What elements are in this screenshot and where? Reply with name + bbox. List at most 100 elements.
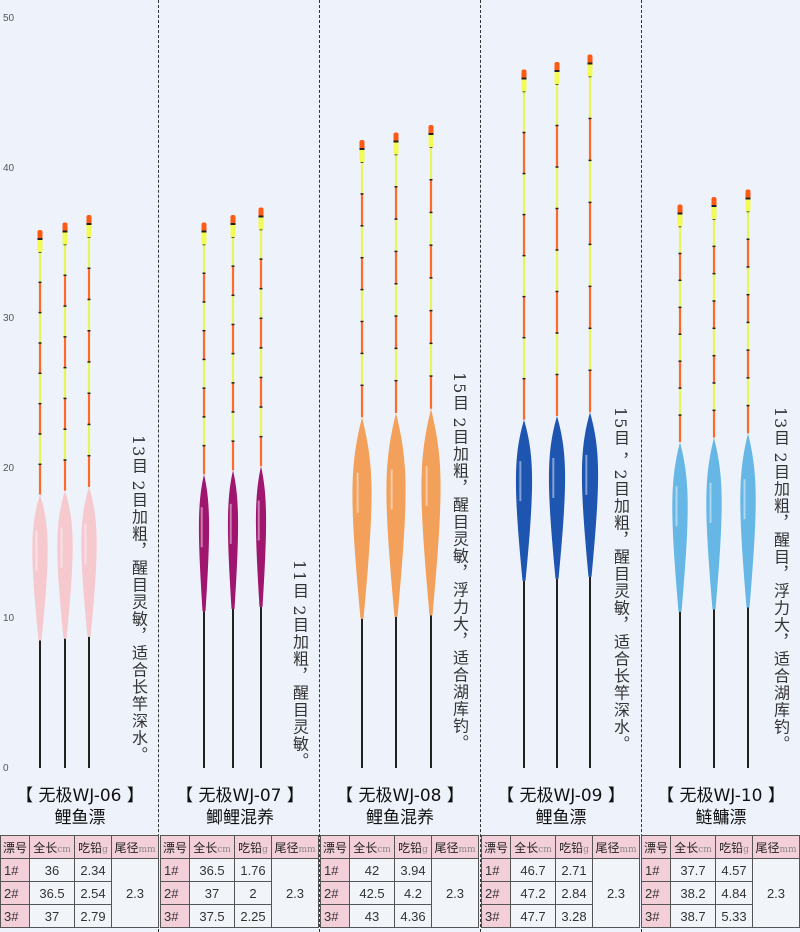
cell-length: 42: [349, 858, 395, 882]
cell-lead: 2: [234, 881, 272, 905]
product-type: 鲤鱼漂: [535, 808, 587, 828]
cell-lead: 4.2: [394, 881, 432, 905]
header-length-unit: cm: [217, 844, 231, 855]
float-body: [352, 417, 372, 619]
float-tip-orange: [359, 140, 365, 150]
header-no: 漂号: [481, 835, 511, 859]
cell-lead: 3.94: [394, 858, 432, 882]
header-tail-label: 尾径: [114, 840, 139, 855]
ruler-label: 0: [3, 763, 9, 774]
header-tail-unit: mm: [779, 844, 797, 855]
header-lead-unit: g: [262, 844, 268, 855]
float-tip-orange: [521, 69, 527, 80]
header-lead-label: 吃铅: [559, 840, 584, 855]
cell-lead: 2.79: [74, 904, 112, 928]
float-body: [581, 412, 599, 577]
spec-table: 漂号 全长cm 吃铅g 尾径mm 1# 36.5 1.76 2.3 2# 37 2 3# 37.5 2.2…: [160, 835, 319, 928]
spec-header-row: 漂号 全长cm 吃铅g 尾径mm: [641, 835, 800, 859]
header-length-label: 全长: [674, 840, 699, 855]
cell-length: 37.5: [189, 904, 235, 928]
header-no: 漂号: [641, 835, 671, 859]
float-tip-orange: [393, 132, 399, 143]
float-tip-orange: [677, 204, 683, 215]
product-description: 13目 2目加粗，醒目灵敏，适合长竿深水。: [129, 435, 148, 764]
float-tip-yellow: [86, 224, 92, 237]
cell-tail: 2.3: [271, 858, 319, 928]
header-lead-label: 吃铅: [78, 840, 103, 855]
float-body: [386, 413, 406, 617]
cell-no: 2#: [481, 881, 511, 905]
header-tail: 尾径mm: [111, 835, 159, 859]
cell-no: 1#: [481, 858, 511, 882]
float-tip-mark: [745, 197, 751, 200]
header-length-unit: cm: [57, 844, 71, 855]
float-tip-yellow: [521, 78, 527, 92]
table-row: 3# 43 4.36: [320, 904, 479, 928]
header-tail: 尾径mm: [752, 835, 800, 859]
table-row: 2# 42.5 4.2: [320, 881, 479, 905]
cell-length: 37.7: [670, 858, 716, 882]
cell-lead: 2.34: [74, 858, 112, 882]
product-title: 【 无极WJ-09 】 鲤鱼漂: [481, 785, 641, 829]
float-tip-orange: [745, 189, 751, 200]
product-description: 13目 2目加粗，醒目，浮力大，适合湖库钓。: [771, 407, 790, 753]
ruler-label: 20: [3, 463, 15, 474]
cell-no: 3#: [641, 904, 671, 928]
cell-length: 38.2: [670, 881, 716, 905]
product-description: 15目 ，2目加粗，醒目灵敏，适合长竿深水。: [611, 407, 630, 753]
cell-lead: 5.33: [715, 904, 753, 928]
header-tail: 尾径mm: [431, 835, 479, 859]
float-tip-yellow: [745, 198, 751, 212]
product-model: 【 无极WJ-06 】: [16, 786, 144, 806]
float-body: [81, 486, 97, 637]
cell-no: 2#: [641, 881, 671, 905]
cell-no: 1#: [160, 858, 190, 882]
float-tip-mark: [428, 133, 434, 135]
ruler-label: 40: [3, 163, 15, 174]
header-lead-unit: g: [422, 844, 428, 855]
cell-length: 47.2: [510, 881, 556, 905]
header-tail: 尾径mm: [271, 835, 319, 859]
cell-lead: 3.28: [555, 904, 593, 928]
spec-table: 漂号 全长cm 吃铅g 尾径mm 1# 42 3.94 2.3 2# 42.5 4.2 3# 43 4.3…: [320, 835, 479, 928]
header-lead: 吃铅g: [234, 835, 272, 859]
float-tip-yellow: [230, 224, 236, 237]
table-row: 2# 36.5 2.54: [0, 881, 159, 905]
cell-no: 3#: [0, 904, 30, 928]
header-length: 全长cm: [670, 835, 716, 859]
cell-no: 3#: [320, 904, 350, 928]
header-no-label: 漂号: [643, 840, 668, 855]
float-tip-mark: [677, 212, 683, 215]
cell-length: 36.5: [189, 858, 235, 882]
cell-lead: 2.25: [234, 904, 272, 928]
product-model: 【 无极WJ-07 】: [176, 786, 304, 806]
float-tip-yellow: [37, 239, 43, 252]
header-no: 漂号: [320, 835, 350, 859]
header-tail-unit: mm: [138, 844, 156, 855]
float-tip-orange: [37, 230, 43, 240]
table-row: 3# 37 2.79: [0, 904, 159, 928]
float-tip-yellow: [428, 134, 434, 147]
cell-no: 1#: [641, 858, 671, 882]
float-tip-yellow: [711, 206, 717, 219]
column-divider: [641, 0, 642, 932]
header-tail-label: 尾径: [755, 840, 780, 855]
float-body: [672, 442, 688, 612]
product-description: 15目 2目加粗，醒目灵敏，浮力大，适合湖库钓。: [450, 372, 469, 752]
spec-header-row: 漂号 全长cm 吃铅g 尾径mm: [481, 835, 640, 859]
float-tip-yellow: [677, 213, 683, 227]
table-row: 1# 37.7 4.57 2.3: [641, 858, 800, 928]
column-divider: [319, 0, 320, 932]
table-row: 3# 37.5 2.25: [160, 904, 319, 928]
product-title: 【 无极WJ-10 】 鲢鳙漂: [641, 785, 800, 829]
product-model: 【 无极WJ-09 】: [497, 786, 625, 806]
header-length: 全长cm: [349, 835, 395, 859]
cell-length: 47.7: [510, 904, 556, 928]
header-lead-label: 吃铅: [719, 840, 744, 855]
header-length-label: 全长: [353, 840, 378, 855]
header-tail-label: 尾径: [595, 840, 620, 855]
header-length-unit: cm: [698, 844, 712, 855]
header-tail-unit: mm: [619, 844, 637, 855]
cell-no: 3#: [160, 904, 190, 928]
product-type: 鲫鲤混养: [206, 808, 274, 828]
